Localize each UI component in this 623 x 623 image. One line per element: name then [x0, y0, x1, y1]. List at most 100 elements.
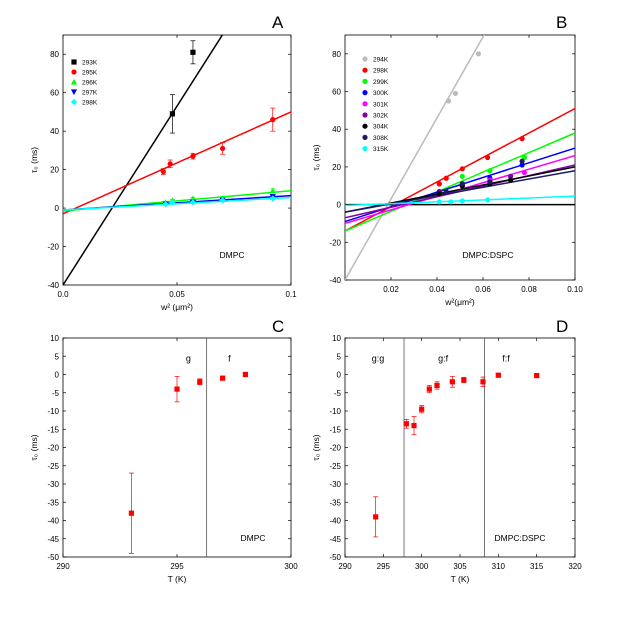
data-point	[269, 187, 276, 194]
data-point	[519, 162, 525, 168]
x-axis-label: T (K)	[451, 574, 470, 584]
x-tick-label: 0.10	[567, 285, 583, 294]
panel-a-chart: A -40 -20 0 20 40 60 80 0.0 0.05 0.1 w² (μm²) τ₀ (ms…	[29, 13, 297, 312]
panel-annotation: DMPC:DSPC	[462, 250, 513, 260]
data-point	[445, 98, 452, 104]
x-tick-label: 0.08	[521, 285, 537, 294]
y-tick-label: -25	[47, 462, 59, 471]
plot-area	[128, 338, 248, 557]
y-tick-label: -20	[47, 444, 59, 453]
fit-line	[63, 35, 224, 285]
y-axis-label: τ₀ (ms)	[311, 144, 321, 170]
data-point	[487, 168, 493, 174]
data-point	[190, 49, 196, 55]
x-tick-label: 310	[492, 562, 506, 571]
data-point	[160, 168, 166, 175]
data-point	[475, 51, 481, 57]
y-axis-label: τ₀ (ms)	[311, 434, 321, 460]
data-point	[436, 190, 442, 196]
panel-annotation: DMPC:DSPC	[494, 533, 545, 543]
y-tick-label: -30	[329, 480, 341, 489]
y-tick-label: 60	[50, 89, 59, 98]
y-tick-label: -20	[329, 444, 341, 453]
data-point	[219, 197, 226, 204]
y-tick-label: 0	[55, 204, 60, 213]
x-tick-label: 0.04	[429, 285, 445, 294]
axes-frame	[62, 34, 292, 286]
phase-label: f	[228, 353, 231, 363]
phase-label: g:g	[372, 353, 385, 363]
data-point	[521, 169, 528, 176]
y-tick-label: -35	[47, 498, 59, 507]
data-point	[495, 372, 501, 378]
legend-marker	[362, 101, 368, 107]
y-tick-label: 0	[337, 371, 342, 380]
plot-area	[373, 338, 540, 557]
legend-label: 297K	[82, 90, 98, 97]
x-tick-label: 305	[453, 562, 467, 571]
x-tick-label: 300	[284, 562, 298, 571]
data-point	[373, 514, 379, 520]
y-axis-label: τ₀ (ms)	[29, 147, 39, 173]
y-tick-label: -50	[47, 553, 59, 562]
legend-label: 308K	[373, 135, 389, 142]
phase-label: g:f	[438, 353, 449, 363]
legend-marker	[70, 78, 78, 85]
y-tick-label: -15	[47, 425, 59, 434]
y-tick-label: 80	[50, 50, 59, 59]
y-tick-label: 40	[50, 127, 59, 136]
data-point	[167, 161, 173, 167]
panel-annotation: DMPC	[240, 533, 265, 543]
y-tick-label: -40	[329, 517, 341, 526]
panel-letter: A	[272, 13, 284, 32]
legend-marker	[71, 59, 77, 65]
y-tick-label: -20	[47, 243, 59, 252]
x-tick-label: 0.0	[57, 290, 69, 299]
panel-b-chart: B -40 -20 0 20 40 60 80 0.02 0.04 0.06 0.08 0.10 w²(μ…	[311, 13, 583, 307]
legend-label: 301K	[373, 101, 389, 108]
data-point	[485, 197, 491, 203]
fit-line	[345, 132, 575, 232]
y-tick-label: 60	[332, 88, 341, 97]
axes-frame	[62, 337, 292, 558]
data-point	[519, 136, 525, 142]
legend-label: 298K	[373, 68, 389, 75]
data-point	[197, 379, 203, 385]
y-tick-label: -35	[329, 498, 341, 507]
legend-label: 293K	[82, 60, 98, 67]
y-tick-label: -5	[52, 389, 60, 398]
x-tick-label: 290	[338, 562, 352, 571]
legend-marker	[362, 90, 368, 96]
phase-label: g	[186, 353, 191, 363]
data-point	[189, 195, 197, 202]
plot-area	[63, 35, 291, 285]
data-point	[436, 199, 442, 205]
data-point	[443, 188, 449, 195]
legend-marker	[362, 78, 368, 84]
data-point	[508, 177, 514, 183]
y-axis-label: τ₀ (ms)	[29, 434, 39, 460]
data-point	[485, 154, 491, 161]
data-point	[459, 198, 465, 204]
legend-marker	[70, 98, 78, 106]
data-point	[436, 181, 442, 187]
data-point	[459, 166, 465, 172]
legend-label: 302K	[373, 113, 389, 120]
axes-frame	[344, 34, 576, 281]
data-point	[190, 153, 196, 159]
data-point	[459, 173, 465, 179]
x-tick-label: 295	[170, 562, 184, 571]
data-point	[459, 181, 465, 187]
y-tick-label: -10	[329, 407, 341, 416]
legend-label: 295K	[82, 70, 98, 77]
fit-line	[63, 111, 291, 215]
data-point	[220, 375, 226, 381]
data-point	[411, 423, 417, 429]
y-tick-label: -40	[47, 517, 59, 526]
data-point	[426, 386, 432, 392]
legend-label: 296K	[82, 80, 98, 87]
legend-label: 299K	[373, 79, 389, 86]
legend-marker	[362, 134, 368, 140]
